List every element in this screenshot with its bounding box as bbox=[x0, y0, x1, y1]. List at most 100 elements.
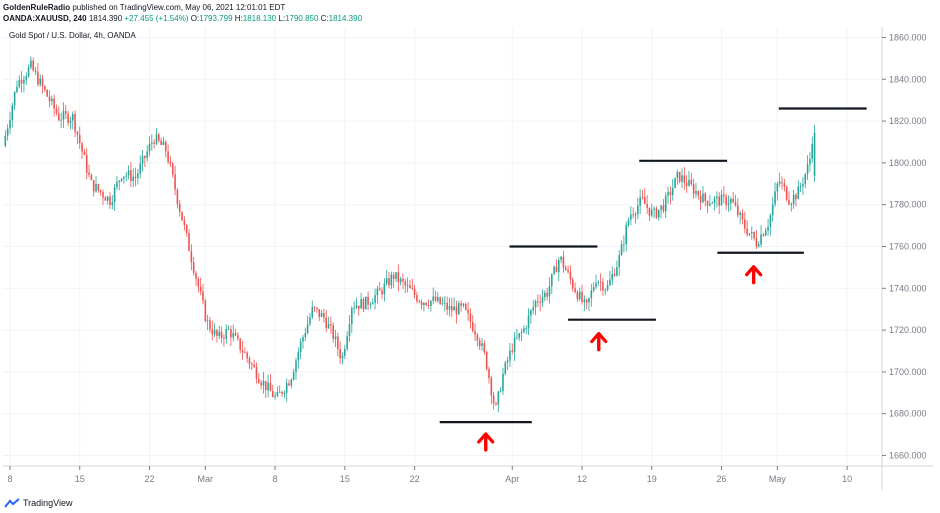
candle-body bbox=[553, 266, 555, 274]
candle-body bbox=[353, 307, 355, 309]
candle-body bbox=[481, 343, 483, 347]
ohlc-o-key: O: bbox=[190, 14, 200, 23]
candle-body bbox=[423, 302, 425, 306]
candle-body bbox=[692, 184, 695, 194]
candle-body bbox=[18, 79, 21, 87]
candle-body bbox=[32, 60, 35, 71]
candle-body bbox=[111, 202, 114, 206]
up-arrow-icon[interactable] bbox=[477, 432, 495, 452]
ohlc-c-key: C: bbox=[320, 14, 329, 23]
candle-body bbox=[460, 303, 462, 306]
candle-body bbox=[569, 271, 572, 280]
x-tick-label: 15 bbox=[340, 474, 350, 484]
up-arrow-icon[interactable] bbox=[745, 265, 763, 285]
candle-body bbox=[634, 214, 637, 216]
candle-body bbox=[704, 193, 707, 201]
candle-body bbox=[639, 197, 641, 206]
footer: TradingView bbox=[4, 496, 73, 510]
author-name[interactable]: GoldenRuleRadio bbox=[3, 3, 71, 12]
candle-body bbox=[641, 197, 644, 199]
y-tick-label: 1720.000 bbox=[889, 325, 927, 335]
candle-body bbox=[811, 143, 814, 159]
candle-body bbox=[478, 340, 481, 347]
chart-frame[interactable]: 1860.000 1840.000 1820.000 1800.000 1780.000… bbox=[3, 27, 933, 490]
candle-body bbox=[576, 292, 579, 300]
candle-body bbox=[46, 89, 48, 97]
up-arrow-icon[interactable] bbox=[590, 331, 608, 352]
time-axis[interactable]: 8 15 22 Mar 8 15 22 Apr 12 19 26 May 10 bbox=[7, 466, 852, 484]
candle-body bbox=[192, 262, 195, 274]
price-change: +27.455 (+1.54%) bbox=[124, 14, 189, 23]
candle-body bbox=[237, 335, 239, 339]
candle-body bbox=[711, 203, 714, 204]
candle-body bbox=[132, 176, 135, 181]
candle-body bbox=[278, 391, 281, 393]
candle-body bbox=[220, 331, 223, 338]
candle-body bbox=[188, 232, 190, 252]
candle-body bbox=[399, 278, 402, 283]
candle-body bbox=[141, 156, 144, 164]
footer-brand[interactable]: TradingView bbox=[23, 498, 73, 508]
x-tick-label: May bbox=[769, 474, 787, 484]
price-axis[interactable]: 1860.000 1840.000 1820.000 1800.000 1780.000… bbox=[882, 32, 927, 461]
candle-body bbox=[813, 132, 816, 176]
candle-body bbox=[555, 266, 558, 273]
candle-body bbox=[616, 266, 618, 276]
candle-body bbox=[683, 175, 686, 183]
candle-body bbox=[804, 174, 807, 184]
candle-body bbox=[199, 286, 202, 292]
candle-body bbox=[276, 392, 279, 396]
candle-body bbox=[137, 173, 139, 179]
candle-body bbox=[776, 183, 779, 192]
candle-body bbox=[151, 142, 153, 144]
candle-body bbox=[183, 220, 186, 226]
candle-body bbox=[441, 303, 444, 305]
candle-body bbox=[195, 273, 197, 279]
candle-body bbox=[620, 244, 623, 256]
candle-body bbox=[574, 288, 576, 293]
candle-body bbox=[488, 369, 490, 379]
candle-body bbox=[334, 336, 337, 339]
tradingview-logo-icon[interactable] bbox=[4, 498, 20, 508]
candle-body bbox=[392, 274, 395, 279]
candle-body bbox=[432, 296, 434, 301]
candle-body bbox=[699, 195, 702, 203]
candle-body bbox=[618, 255, 621, 267]
candle-body bbox=[499, 390, 502, 392]
candle-body bbox=[257, 379, 260, 383]
x-tick-label: Mar bbox=[198, 474, 214, 484]
candle-body bbox=[269, 382, 272, 391]
candle-body bbox=[216, 329, 218, 337]
candle-body bbox=[662, 205, 665, 212]
candle-body bbox=[106, 196, 109, 201]
candle-body bbox=[667, 191, 669, 196]
candle-body bbox=[511, 350, 514, 352]
candle-body bbox=[532, 307, 534, 311]
candle-body bbox=[227, 329, 230, 330]
price-chart[interactable]: 1860.000 1840.000 1820.000 1800.000 1780.000… bbox=[3, 27, 933, 490]
candle-body bbox=[513, 337, 516, 352]
candle-body bbox=[788, 199, 790, 205]
candle-body bbox=[323, 313, 325, 318]
candle-body bbox=[20, 79, 23, 84]
chart-header: GoldenRuleRadio published on TradingView… bbox=[3, 2, 933, 24]
candle-body bbox=[146, 151, 148, 158]
candle-body bbox=[471, 322, 474, 332]
candle-body bbox=[727, 203, 730, 205]
candle-body bbox=[764, 230, 767, 236]
candle-body bbox=[425, 302, 428, 305]
candle-body bbox=[206, 320, 209, 322]
candle-body bbox=[799, 186, 802, 188]
publish-line: GoldenRuleRadio published on TradingView… bbox=[3, 2, 933, 13]
candle-body bbox=[564, 267, 567, 271]
candle-body bbox=[325, 317, 328, 329]
y-tick-label: 1860.000 bbox=[889, 32, 927, 42]
candle-body bbox=[455, 306, 458, 315]
candle-body bbox=[295, 360, 297, 373]
ohlc-h-key: H: bbox=[234, 14, 243, 23]
candle-body bbox=[34, 70, 37, 72]
candle-body bbox=[646, 204, 648, 208]
x-tick-label: 15 bbox=[75, 474, 85, 484]
candle-body bbox=[74, 113, 76, 132]
candle-body bbox=[413, 288, 416, 295]
